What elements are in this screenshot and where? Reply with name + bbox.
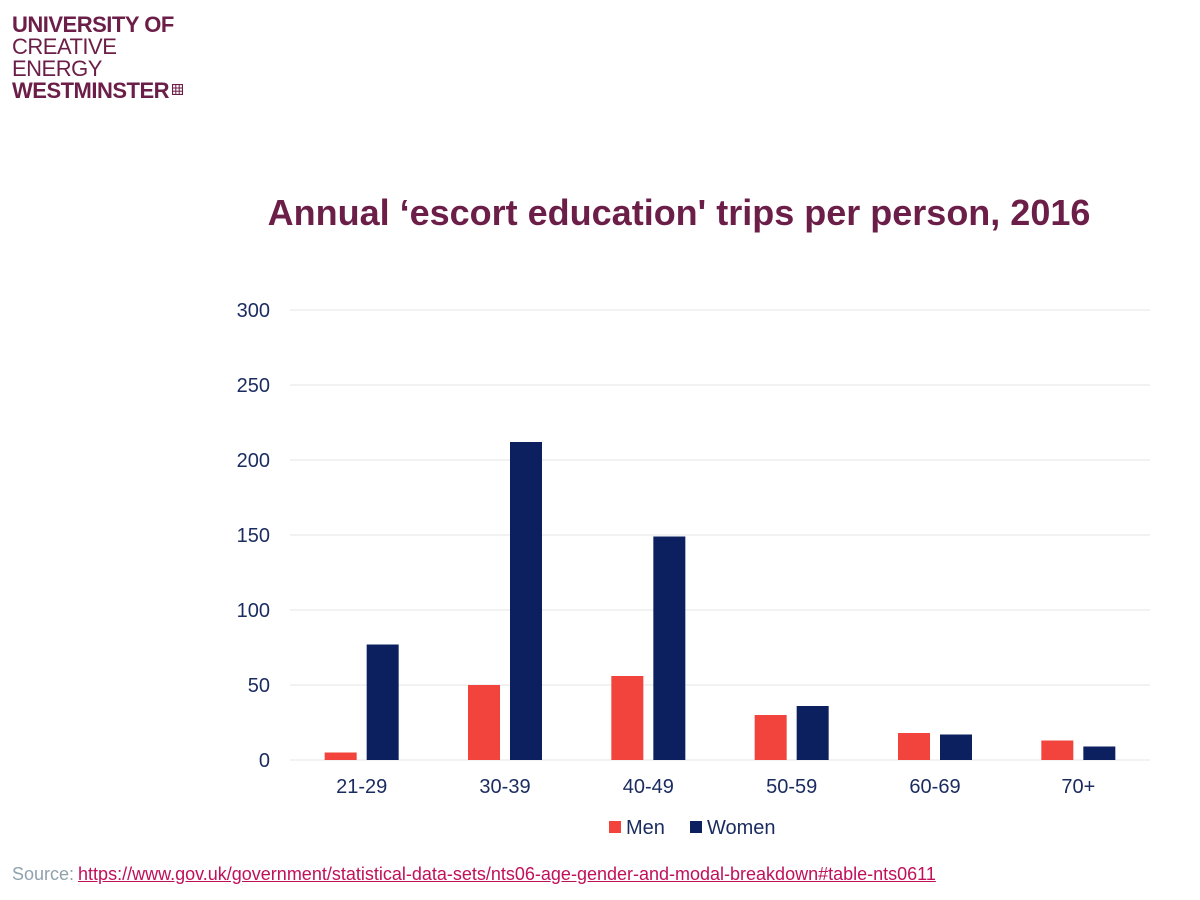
source-label: Source: bbox=[12, 864, 75, 884]
y-tick-label: 50 bbox=[248, 675, 270, 697]
bar-men-21-29 bbox=[324, 752, 357, 760]
bar-men-60-69 bbox=[898, 733, 930, 760]
x-tick-label: 50-59 bbox=[766, 776, 817, 798]
logo-line-4: WESTMINSTER bbox=[12, 80, 212, 102]
x-tick-label: 60-69 bbox=[909, 776, 960, 798]
bar-men-40-49 bbox=[611, 676, 644, 760]
y-tick-label: 300 bbox=[237, 300, 270, 322]
chart-title: Annual ‘escort education' trips per pers… bbox=[267, 192, 1091, 233]
bar-women-50-59 bbox=[796, 706, 829, 760]
x-tick-label: 21-29 bbox=[336, 776, 387, 798]
bar-men-50-59 bbox=[754, 715, 787, 760]
legend-swatch-men bbox=[609, 821, 621, 833]
source-line: Source: https://www.gov.uk/government/sta… bbox=[12, 864, 936, 885]
logo-line-3: ENERGY bbox=[12, 56, 102, 81]
bar-women-60-69 bbox=[940, 734, 972, 760]
x-tick-label: 70+ bbox=[1061, 776, 1095, 798]
legend-label-women: Women bbox=[707, 817, 776, 839]
university-logo: UNIVERSITY OF CREATIVE ENERGY WESTMINSTE… bbox=[12, 14, 212, 102]
logo-line-4-text: WESTMINSTER bbox=[12, 78, 170, 103]
bar-women-70+ bbox=[1083, 746, 1116, 760]
bar-women-21-29 bbox=[366, 644, 399, 760]
bar-men-30-39 bbox=[468, 685, 500, 760]
legend-label-men: Men bbox=[626, 817, 665, 839]
y-tick-label: 100 bbox=[237, 600, 270, 622]
y-tick-label: 250 bbox=[237, 375, 270, 397]
x-tick-label: 30-39 bbox=[479, 776, 530, 798]
bar-men-70+ bbox=[1041, 740, 1074, 760]
bar-chart: 0 50 100 150 200 250 300 21-29 30-39 40-49 50-59 60… bbox=[237, 300, 1150, 839]
logo-line-2: CREATIVE bbox=[12, 34, 117, 59]
portcullis-icon bbox=[172, 84, 184, 95]
legend-swatch-women bbox=[690, 821, 702, 833]
x-tick-label: 40-49 bbox=[623, 776, 674, 798]
bar-women-40-49 bbox=[653, 536, 686, 760]
y-tick-label: 200 bbox=[237, 450, 270, 472]
source-link[interactable]: https://www.gov.uk/government/statistica… bbox=[78, 864, 936, 884]
bar-women-30-39 bbox=[510, 442, 542, 760]
logo-line-1: UNIVERSITY OF bbox=[12, 12, 174, 37]
y-tick-label: 150 bbox=[237, 525, 270, 547]
y-tick-label: 0 bbox=[259, 750, 270, 772]
